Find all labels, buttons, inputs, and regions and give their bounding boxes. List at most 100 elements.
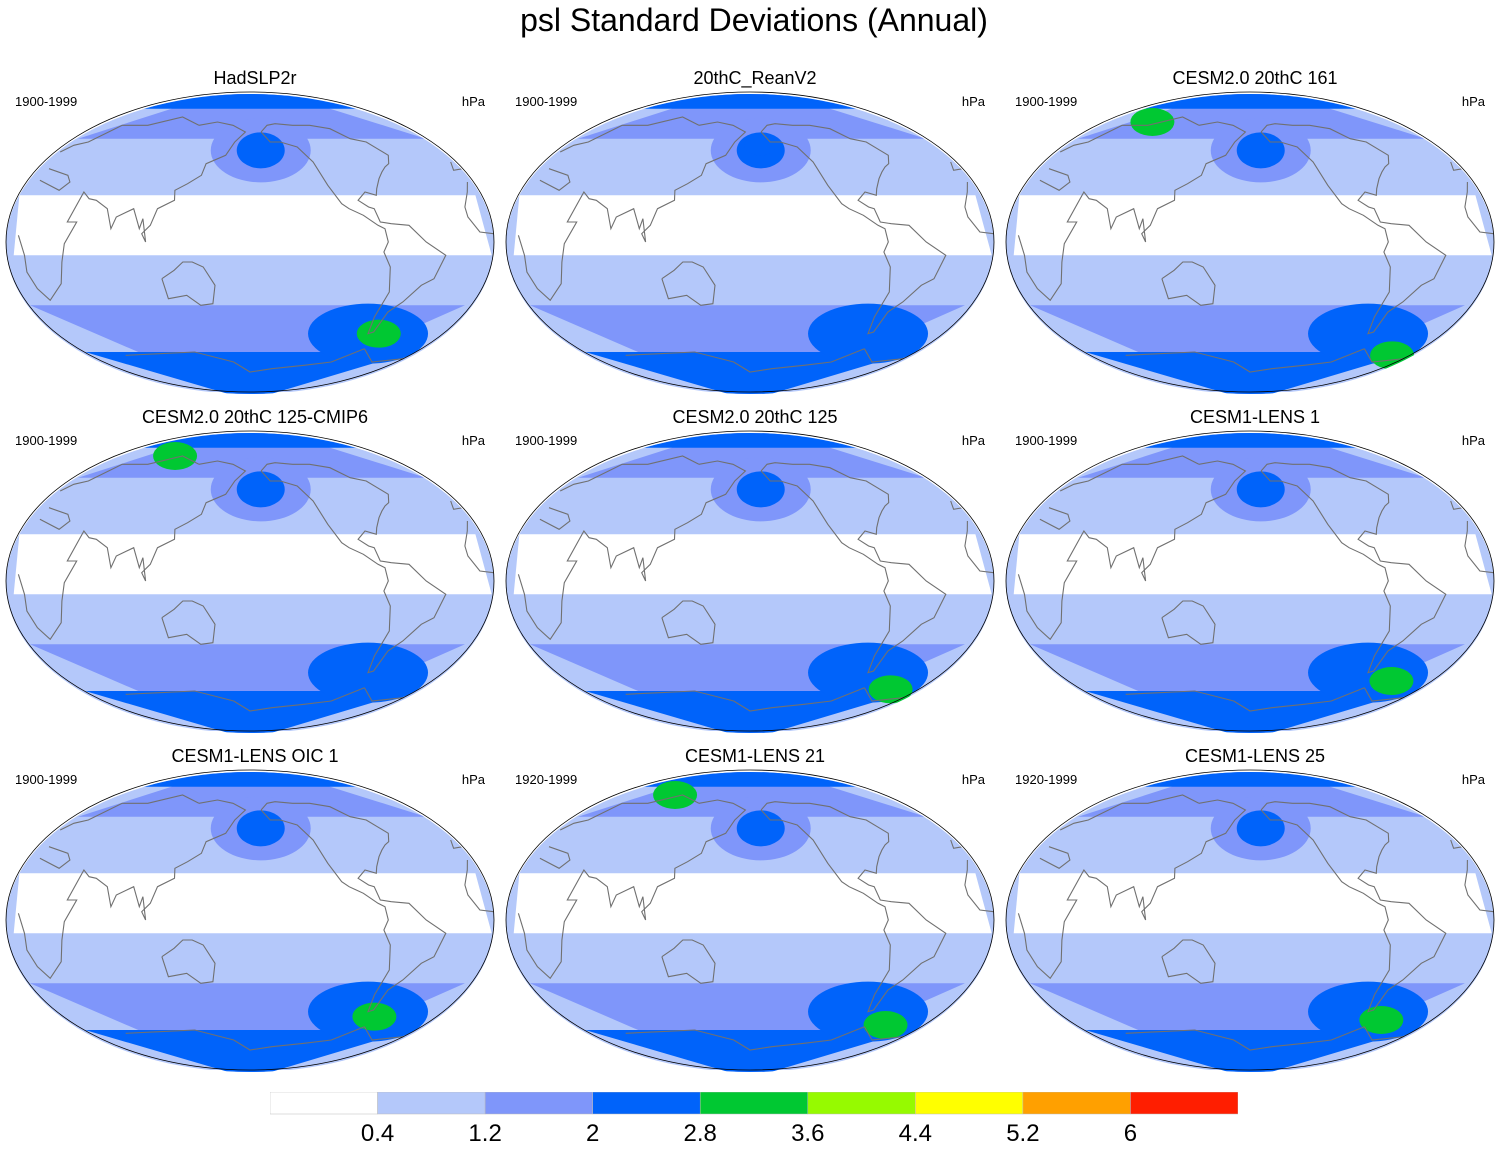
coastline [625,687,904,712]
globe-outline [5,769,495,1071]
field-level-2 [1078,433,1426,478]
core-level-4 [1369,667,1414,695]
globe-outline [5,91,495,393]
coastline [760,462,947,674]
field-level-3 [641,94,862,109]
core-level-4 [653,781,698,809]
aleutian-level-3 [236,471,285,508]
field-level-3 [1085,352,1412,394]
coastline [1125,348,1404,373]
map-panel: CESM1-LENS OIC 1 1900-1999 hPa [5,746,505,1076]
field-level-2 [578,94,926,139]
aleutian-level-3 [1236,132,1285,169]
map-panel: HadSLP2r 1900-1999 hPa [5,68,505,398]
panel-unit: hPa [961,94,985,109]
panel-title: CESM1-LENS 21 [684,746,826,766]
panel-period: 1900-1999 [15,772,78,787]
core-level-4 [356,319,401,348]
field-level-3 [1141,94,1362,109]
panel-period: 1900-1999 [1015,433,1078,448]
core-level-4 [352,1002,397,1031]
coastline [125,1026,404,1051]
colorbar-tick-label: 5.2 [1006,1120,1040,1147]
map-panel: CESM1-LENS 25 1920-1999 hPa [1005,746,1505,1076]
field-level-0 [513,534,992,595]
field-level-0 [1013,195,1492,256]
colorbar-box [1022,1092,1131,1115]
aleutian-level-3 [236,132,285,169]
core-level-3 [744,135,777,156]
coastline [1260,462,1447,674]
field-level-3 [641,433,862,448]
coastline [17,794,494,980]
field-level-0 [13,873,492,934]
field-level-3 [1085,691,1412,733]
coastline [17,455,494,641]
coastline [260,462,447,674]
field-level-3 [1141,772,1362,787]
coastline [125,687,404,712]
field-level-3 [1085,1030,1412,1072]
field-level-3 [585,691,912,733]
panel-period: 1900-1999 [515,433,578,448]
aleutian-level-3 [736,810,785,847]
panel-title: CESM2.0 20thC 161 [1172,68,1338,88]
map-panel: CESM2.0 20thC 125 1900-1999 hPa [505,407,1005,737]
core-level-4 [1130,108,1175,136]
panel-unit: hPa [1461,433,1485,448]
coastline [260,123,447,335]
panel-period: 1920-1999 [1015,772,1078,787]
field-level-0 [513,873,992,934]
coastline [125,348,404,373]
colorbar-box [592,1092,701,1115]
coastline [517,455,994,641]
map-panel: CESM1-LENS 21 1920-1999 hPa [505,746,1005,1076]
coastline [1017,455,1494,641]
panel-unit: hPa [961,772,985,787]
globe-outline [1005,430,1495,732]
field-level-0 [1013,873,1492,934]
panel-title: CESM1-LENS OIC 1 [171,746,339,766]
field-level-2 [78,772,426,817]
map-panel: CESM1-LENS 1 1900-1999 hPa [1005,407,1505,737]
aleutian-level-3 [236,810,285,847]
colorbar-tick-label: 0.4 [360,1120,395,1147]
field-level-3 [641,772,862,787]
coastline [625,348,904,373]
panel-unit: hPa [1461,94,1485,109]
panel-period: 1900-1999 [15,433,78,448]
coastline [260,801,447,1013]
coastline [1161,600,1216,645]
coastline [517,116,994,302]
coastline [661,261,716,306]
figure-title: psl Standard Deviations (Annual) [520,2,988,38]
panel-title: HadSLP2r [213,68,297,88]
field-level-2 [78,94,426,139]
colorbar-box [1130,1092,1238,1115]
colorbar-box [699,1092,809,1115]
coastline [1161,261,1216,306]
colorbar-tick-label: 6 [1123,1120,1138,1147]
field-level-3 [141,94,362,109]
map-globe [5,430,495,733]
coastline [760,801,947,1013]
coastline [661,939,716,984]
colorbar-box [915,1092,1024,1115]
field-level-3 [141,433,362,448]
map-panel: CESM2.0 20thC 161 1900-1999 hPa [1005,68,1505,398]
map-globe [5,91,495,394]
field-level-2 [578,433,926,478]
coastline [760,123,947,335]
map-globe [5,769,495,1072]
aleutian-level-3 [736,471,785,508]
coastline [1125,687,1404,712]
field-level-3 [585,352,912,394]
panel-period: 1900-1999 [15,94,78,109]
core-level-4 [868,675,913,704]
colorbar-box [807,1092,916,1115]
panel-unit: hPa [1461,772,1485,787]
aleutian-level-3 [1236,810,1285,847]
field-level-0 [513,195,992,256]
map-globe [505,91,995,394]
globe-outline [505,769,995,1071]
